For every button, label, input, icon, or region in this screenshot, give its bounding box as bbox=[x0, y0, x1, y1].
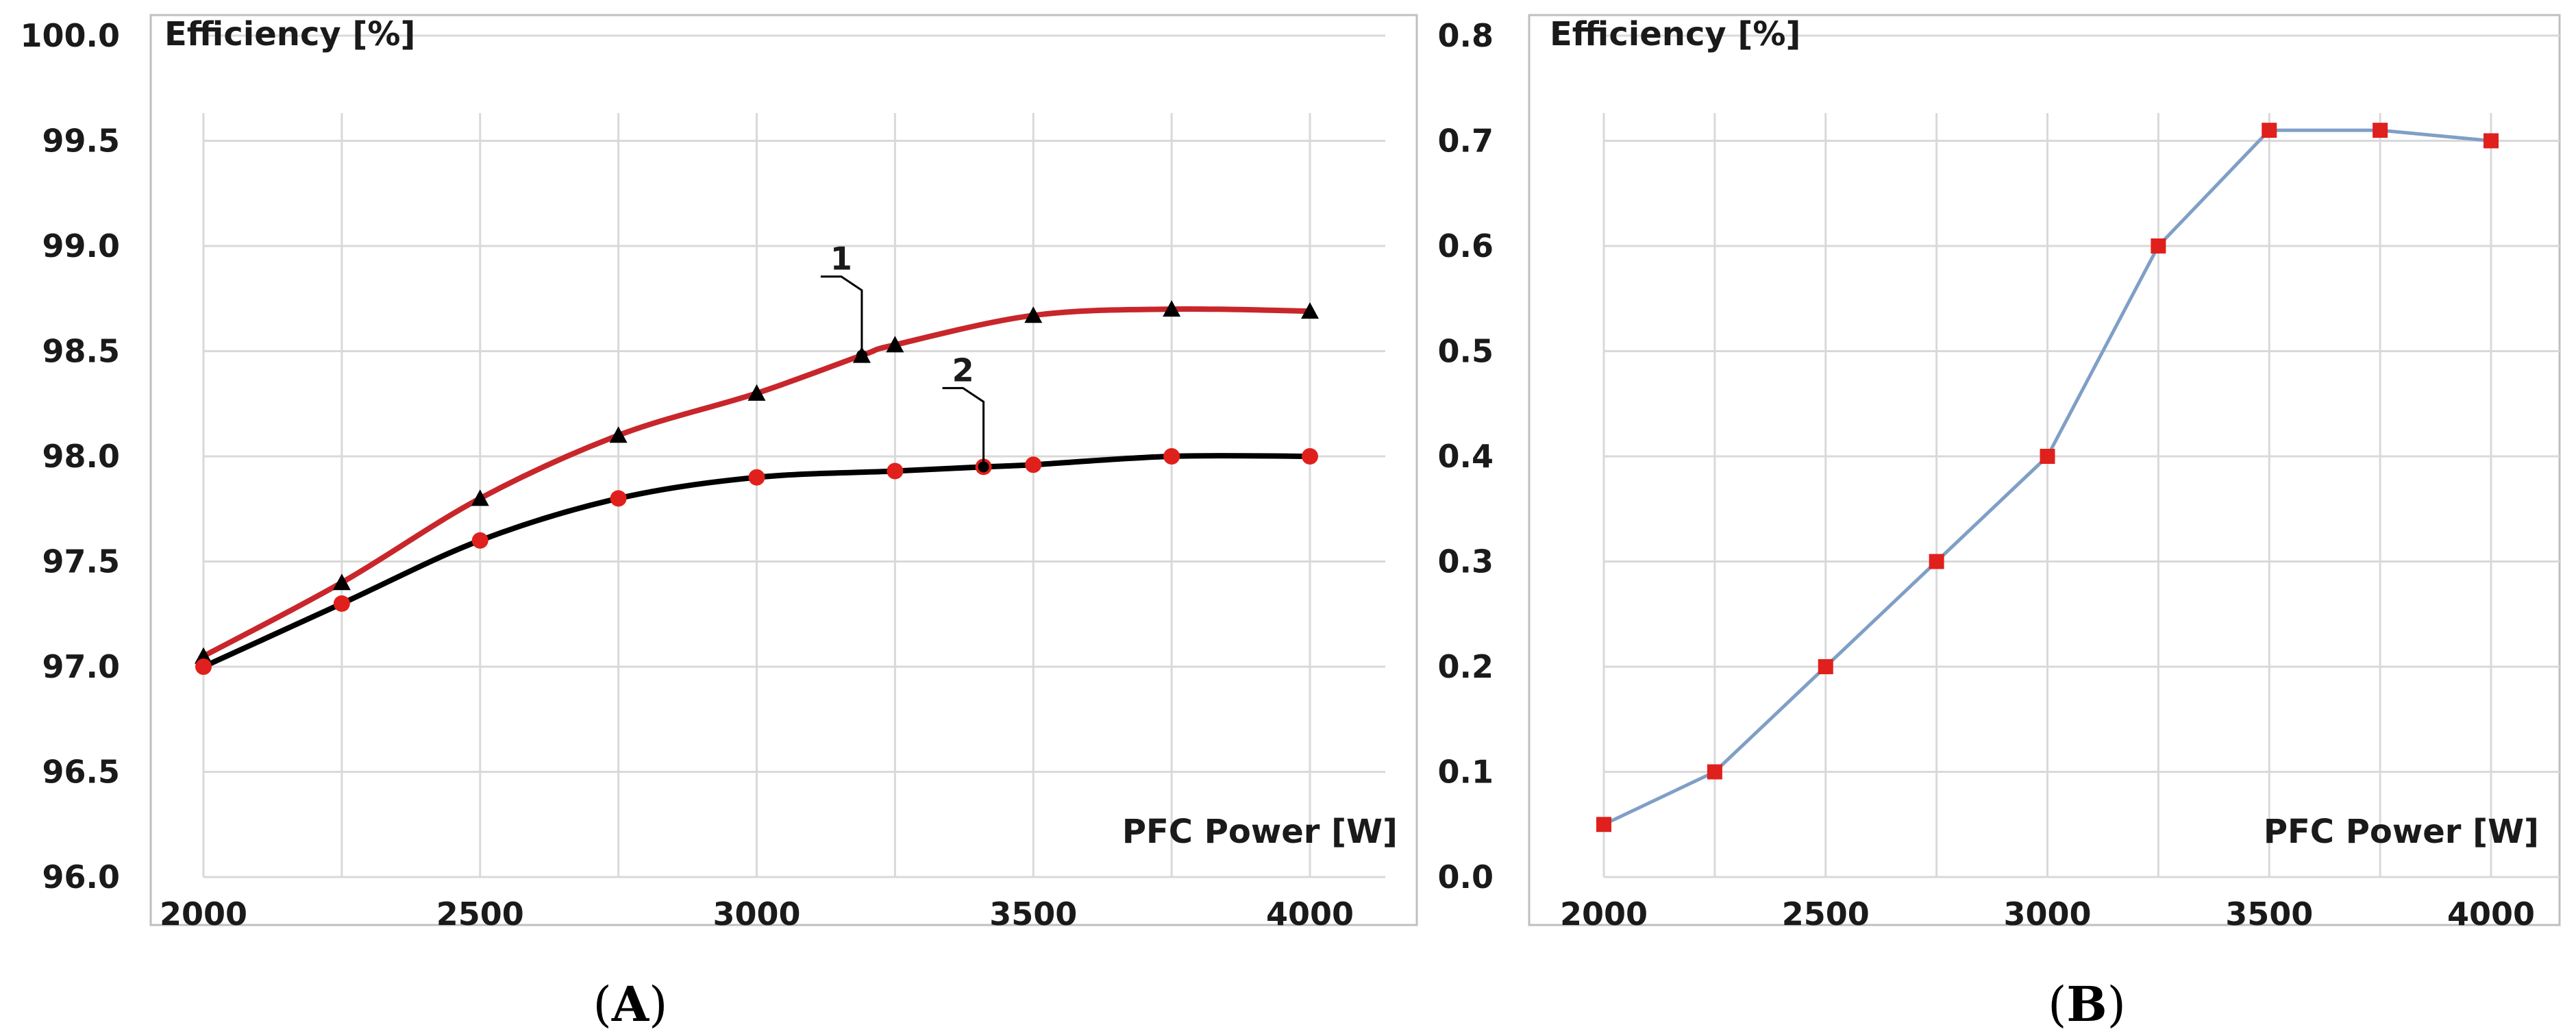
data-point bbox=[886, 336, 904, 353]
data-point bbox=[471, 489, 489, 506]
plot-frame bbox=[149, 14, 1418, 926]
data-point bbox=[1024, 306, 1043, 323]
data-point bbox=[1025, 456, 1042, 473]
y-tick-label: 0.2 bbox=[1438, 648, 1494, 685]
chart-b: 0.0 0.1 0.2 0.3 0.4 0.5 0.6 0.7 0.8 2000 2500 3000 3… bbox=[1438, 14, 2561, 1033]
x-axis-label: PFC Power [W] bbox=[1122, 813, 1398, 851]
data-point bbox=[748, 469, 765, 486]
y-axis-label: Efficiency [%] bbox=[164, 15, 415, 53]
y-tick-label: 98.0 bbox=[42, 438, 121, 475]
data-point bbox=[2484, 133, 2499, 149]
data-point bbox=[2373, 123, 2388, 138]
annotation-label: 1 bbox=[830, 241, 852, 278]
series-1 bbox=[195, 300, 1319, 664]
annotation-1: 1 bbox=[820, 241, 867, 361]
y-tick-label: 96.0 bbox=[42, 859, 121, 896]
x-tick-label: 3000 bbox=[713, 896, 800, 933]
x-tick-label: 2500 bbox=[436, 896, 524, 933]
data-point bbox=[2262, 123, 2277, 138]
data-point bbox=[1163, 448, 1180, 465]
y-tick-label: 98.5 bbox=[42, 333, 121, 370]
annotation-2: 2 bbox=[942, 352, 989, 473]
x-tick-label: 3000 bbox=[2003, 896, 2091, 933]
data-point bbox=[1302, 448, 1318, 465]
x-axis-label: PFC Power [W] bbox=[2264, 813, 2539, 851]
data-point bbox=[1301, 302, 1319, 319]
annotation-label: 2 bbox=[952, 352, 974, 388]
data-point bbox=[610, 490, 627, 507]
panel-label: (B) bbox=[2048, 976, 2126, 1033]
data-point bbox=[609, 426, 628, 443]
y-tick-label: 99.0 bbox=[42, 227, 121, 264]
data-point bbox=[887, 463, 904, 480]
data-point bbox=[195, 647, 212, 664]
data-point bbox=[2151, 238, 2166, 254]
y-tick-label: 100.0 bbox=[20, 17, 120, 54]
series-line bbox=[202, 453, 1311, 669]
series-difference bbox=[1596, 123, 2499, 832]
panel-label: (A) bbox=[593, 976, 668, 1033]
y-tick-label: 0.0 bbox=[1438, 859, 1494, 896]
x-tick-label: 2500 bbox=[1782, 896, 1870, 933]
annotation-leader bbox=[942, 386, 985, 467]
series-line bbox=[202, 306, 1311, 659]
x-tick-label: 2000 bbox=[160, 896, 247, 933]
data-point bbox=[1707, 764, 1722, 780]
data-point bbox=[1596, 817, 1611, 832]
plot-frame bbox=[1528, 14, 2561, 926]
x-tick-label: 2000 bbox=[1560, 896, 1648, 933]
annotation-leader bbox=[820, 275, 863, 356]
data-point bbox=[195, 658, 212, 675]
y-tick-label: 0.7 bbox=[1438, 123, 1494, 160]
y-tick-label: 97.0 bbox=[42, 648, 121, 685]
y-tick-label: 97.5 bbox=[42, 543, 121, 580]
x-tick-label: 4000 bbox=[1266, 896, 1354, 933]
x-tick-label: 3500 bbox=[2225, 896, 2313, 933]
x-tick-label: 3500 bbox=[989, 896, 1077, 933]
y-tick-label: 0.6 bbox=[1438, 227, 1494, 264]
chart-a: 96.0 96.5 97.0 97.5 98.0 98.5 99.0 99.5 100.0 200… bbox=[20, 14, 1418, 1033]
data-point bbox=[1163, 300, 1181, 317]
data-point bbox=[332, 574, 351, 591]
data-point bbox=[2040, 449, 2055, 464]
x-tick-label: 4000 bbox=[2447, 896, 2535, 933]
data-point bbox=[1929, 554, 1944, 569]
y-axis-label: Efficiency [%] bbox=[1550, 15, 1800, 53]
y-tick-label: 96.5 bbox=[42, 754, 121, 791]
data-point bbox=[1818, 659, 1833, 674]
data-point bbox=[471, 532, 488, 549]
data-point bbox=[333, 595, 350, 612]
y-tick-label: 0.8 bbox=[1438, 17, 1494, 54]
y-tick-label: 0.3 bbox=[1438, 543, 1494, 580]
y-tick-label: 99.5 bbox=[42, 123, 121, 160]
y-tick-label: 0.5 bbox=[1438, 333, 1494, 370]
y-tick-label: 0.4 bbox=[1438, 438, 1494, 475]
y-tick-label: 0.1 bbox=[1438, 754, 1494, 791]
series-2 bbox=[195, 448, 1318, 675]
data-point bbox=[747, 384, 766, 401]
